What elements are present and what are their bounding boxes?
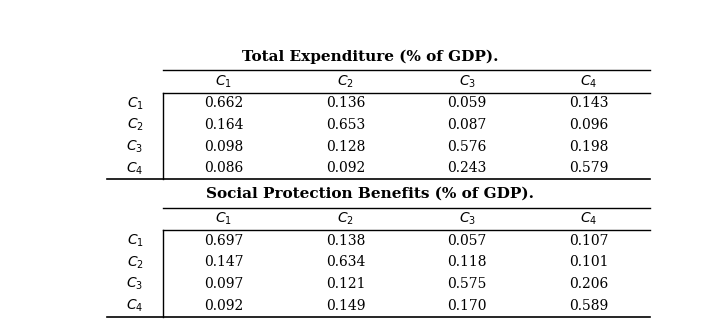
Text: $C_{1}$: $C_{1}$	[215, 73, 232, 90]
Text: Social Protection Benefits (% of GDP).: Social Protection Benefits (% of GDP).	[206, 187, 534, 201]
Text: 0.087: 0.087	[448, 118, 487, 132]
Text: $C_{3}$: $C_{3}$	[458, 73, 476, 90]
Text: $C_{1}$: $C_{1}$	[126, 233, 144, 249]
Text: 0.143: 0.143	[569, 96, 609, 110]
Text: $C_{3}$: $C_{3}$	[126, 276, 144, 292]
Text: 0.121: 0.121	[326, 277, 365, 291]
Text: 0.092: 0.092	[204, 299, 243, 313]
Text: $C_{1}$: $C_{1}$	[215, 211, 232, 227]
Text: 0.149: 0.149	[326, 299, 365, 313]
Text: 0.634: 0.634	[326, 255, 365, 269]
Text: 0.147: 0.147	[204, 255, 243, 269]
Text: $C_{2}$: $C_{2}$	[126, 117, 144, 133]
Text: $C_{4}$: $C_{4}$	[126, 298, 144, 314]
Text: 0.243: 0.243	[448, 162, 487, 175]
Text: 0.101: 0.101	[569, 255, 609, 269]
Text: 0.107: 0.107	[569, 234, 609, 248]
Text: 0.138: 0.138	[326, 234, 365, 248]
Text: $C_{4}$: $C_{4}$	[126, 160, 144, 177]
Text: $C_{2}$: $C_{2}$	[126, 254, 144, 271]
Text: 0.097: 0.097	[204, 277, 243, 291]
Text: $C_{4}$: $C_{4}$	[580, 73, 598, 90]
Text: 0.589: 0.589	[570, 299, 609, 313]
Text: 0.059: 0.059	[448, 96, 487, 110]
Text: $C_{4}$: $C_{4}$	[580, 211, 598, 227]
Text: $C_{3}$: $C_{3}$	[458, 211, 476, 227]
Text: $C_{2}$: $C_{2}$	[337, 211, 354, 227]
Text: $C_{3}$: $C_{3}$	[126, 139, 144, 155]
Text: 0.164: 0.164	[204, 118, 243, 132]
Text: 0.170: 0.170	[448, 299, 487, 313]
Text: 0.098: 0.098	[204, 140, 243, 154]
Text: 0.198: 0.198	[569, 140, 609, 154]
Text: 0.128: 0.128	[326, 140, 365, 154]
Text: 0.206: 0.206	[570, 277, 609, 291]
Text: 0.579: 0.579	[569, 162, 609, 175]
Text: 0.118: 0.118	[448, 255, 487, 269]
Text: 0.653: 0.653	[326, 118, 365, 132]
Text: 0.697: 0.697	[204, 234, 243, 248]
Text: 0.057: 0.057	[448, 234, 487, 248]
Text: 0.086: 0.086	[204, 162, 243, 175]
Text: $C_{1}$: $C_{1}$	[126, 95, 144, 112]
Text: Total Expenditure (% of GDP).: Total Expenditure (% of GDP).	[242, 50, 498, 64]
Text: 0.096: 0.096	[570, 118, 609, 132]
Text: 0.576: 0.576	[448, 140, 487, 154]
Text: 0.136: 0.136	[326, 96, 365, 110]
Text: 0.575: 0.575	[448, 277, 487, 291]
Text: $C_{2}$: $C_{2}$	[337, 73, 354, 90]
Text: 0.662: 0.662	[204, 96, 243, 110]
Text: 0.092: 0.092	[326, 162, 365, 175]
